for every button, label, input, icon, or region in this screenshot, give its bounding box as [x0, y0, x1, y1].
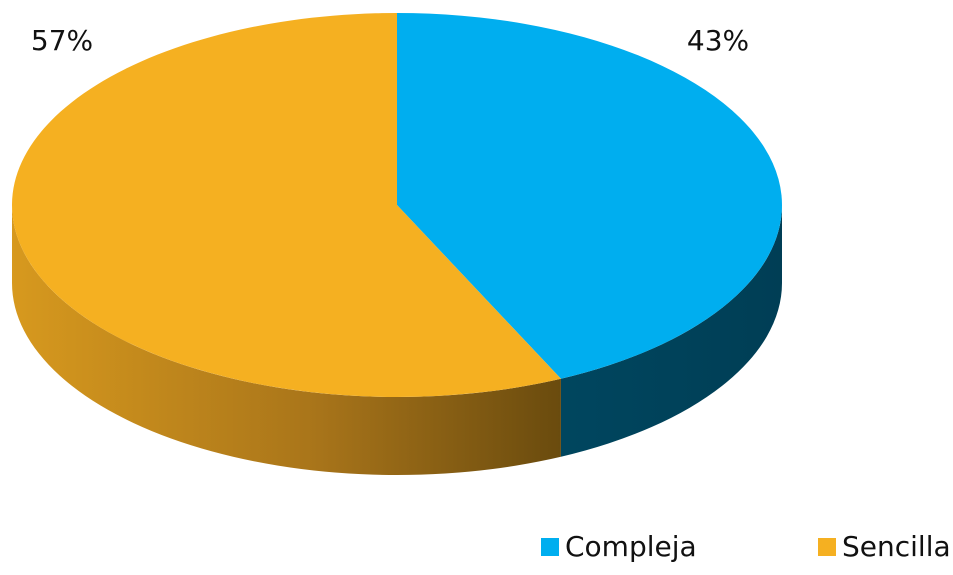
pie-labels: 43% 57% — [31, 24, 749, 57]
legend-item-sencilla: Sencilla — [818, 530, 951, 563]
pie-tops — [12, 13, 783, 397]
legend-label-sencilla: Sencilla — [842, 530, 951, 563]
legend-swatch-compleja — [541, 537, 559, 556]
legend-swatch-sencilla — [818, 537, 836, 556]
pie-slice-sencilla — [12, 13, 561, 397]
pie-side-compleja — [560, 205, 782, 457]
legend: Compleja Sencilla — [0, 530, 953, 570]
data-label-sencilla: 57% — [31, 24, 93, 57]
legend-item-compleja: Compleja — [541, 530, 697, 563]
legend-label-compleja: Compleja — [565, 530, 697, 563]
pie-side-sencilla — [11, 205, 561, 476]
pie-slice-compleja — [397, 13, 783, 379]
pie-sides — [11, 205, 782, 476]
data-label-compleja: 43% — [687, 24, 749, 57]
